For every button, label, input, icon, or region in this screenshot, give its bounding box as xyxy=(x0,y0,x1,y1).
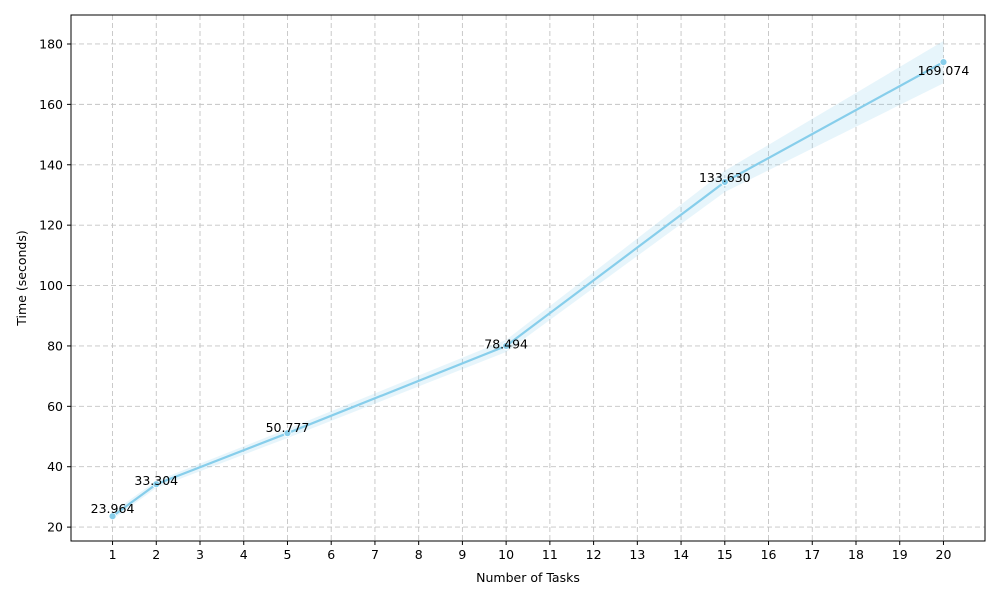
point xyxy=(720,178,729,186)
annotation: 78.494 xyxy=(484,336,528,351)
y-axis-label: Time (seconds) xyxy=(14,230,29,326)
point xyxy=(939,58,948,67)
line xyxy=(111,61,944,518)
y-tick-label: 140 xyxy=(39,157,63,172)
y-tick-label: 160 xyxy=(39,97,63,112)
point xyxy=(502,342,511,350)
y-tick-label: 120 xyxy=(39,218,63,233)
x-tick-label: 14 xyxy=(673,547,689,562)
plot-frame xyxy=(70,14,986,542)
y-tick-label: 20 xyxy=(47,520,63,535)
annotation: 23.964 xyxy=(91,501,135,516)
confidence-band xyxy=(112,40,944,520)
x-tick-label: 6 xyxy=(327,547,335,562)
x-tick-label: 2 xyxy=(152,547,160,562)
x-tick-label: 3 xyxy=(196,547,204,562)
x-tick-label: 4 xyxy=(240,547,248,562)
x-tick-label: 13 xyxy=(629,547,645,562)
annotation: 169.074 xyxy=(918,63,970,78)
annotation: 133.630 xyxy=(699,170,751,185)
x-tick-label: 17 xyxy=(804,547,820,562)
x-tick-label: 18 xyxy=(848,547,864,562)
y-tick-label: 80 xyxy=(47,338,63,353)
point xyxy=(108,512,117,521)
y-tick-label: 60 xyxy=(47,399,63,414)
x-tick-label: 15 xyxy=(717,547,733,562)
x-tick-label: 20 xyxy=(936,547,952,562)
x-axis-label: Number of Tasks xyxy=(476,570,580,585)
y-tick-label: 180 xyxy=(39,36,63,51)
point xyxy=(152,480,161,489)
annotation: 50.777 xyxy=(266,420,310,435)
x-tick-label: 8 xyxy=(415,547,423,562)
x-tick-label: 1 xyxy=(109,547,117,562)
x-tick-label: 19 xyxy=(892,547,908,562)
x-tick-label: 16 xyxy=(761,547,777,562)
x-tick-label: 5 xyxy=(283,547,291,562)
point xyxy=(283,429,292,438)
y-tick-label: 40 xyxy=(47,459,63,474)
x-tick-label: 10 xyxy=(498,547,514,562)
annotation: 33.304 xyxy=(134,473,178,488)
x-tick-label: 12 xyxy=(586,547,602,562)
x-tick-label: 9 xyxy=(458,547,466,562)
x-tick-label: 7 xyxy=(371,547,379,562)
x-tick-label: 11 xyxy=(542,547,558,562)
y-tick-label: 100 xyxy=(39,278,63,293)
